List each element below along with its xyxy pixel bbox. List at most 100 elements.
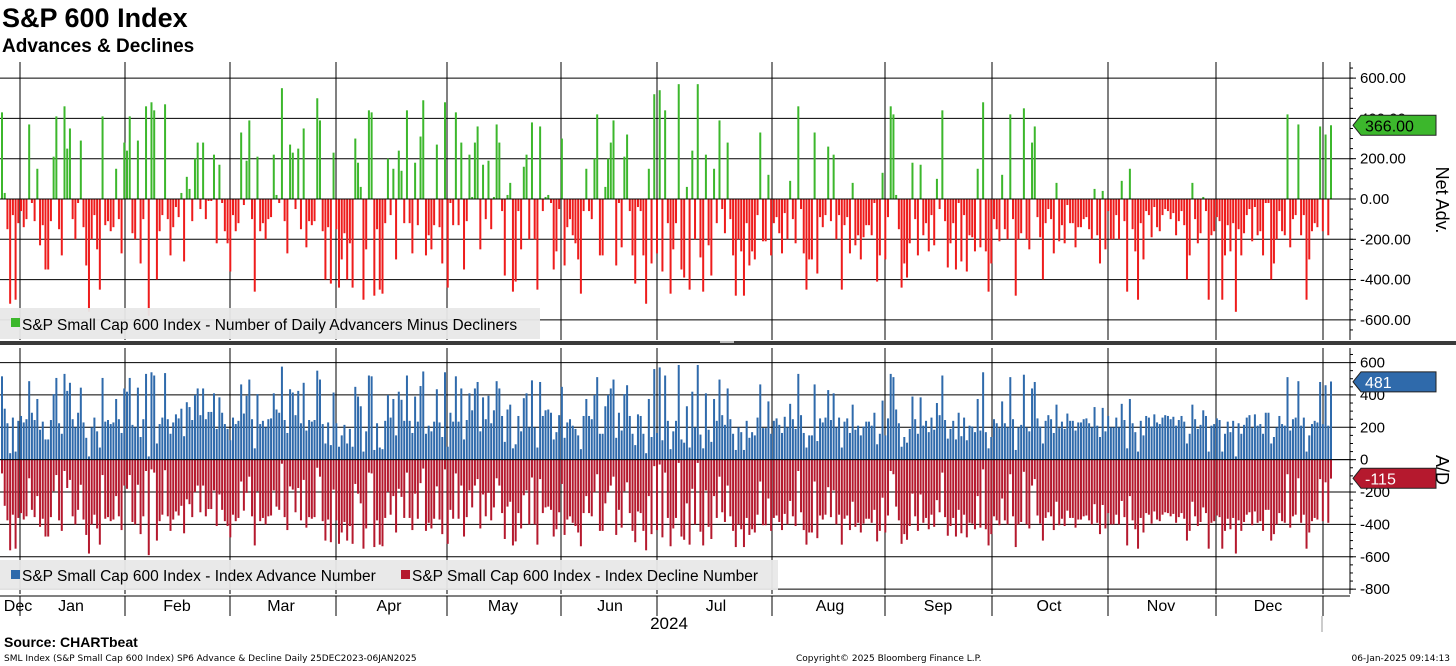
advance-bar (694, 427, 697, 460)
legend-swatch-advance (11, 570, 20, 579)
decline-bar (650, 459, 653, 535)
decline-bar (1321, 459, 1324, 522)
net-adv-bar-positive (677, 84, 680, 199)
advance-bar (647, 398, 650, 460)
net-adv-bar-negative (44, 198, 47, 270)
decline-bar (1128, 459, 1131, 497)
net-adv-bar-negative (1237, 198, 1240, 230)
decline-bar (848, 459, 851, 531)
decline-bar (1302, 459, 1305, 515)
net-adv-bar-negative (569, 198, 572, 220)
decline-bar (452, 459, 455, 519)
decline-bar (1297, 459, 1300, 479)
decline-bar (721, 459, 724, 513)
net-adv-bar-positive (1191, 182, 1194, 199)
net-adv-bar-positive (895, 194, 898, 199)
net-adv-bar-positive (604, 186, 607, 199)
decline-bar (454, 459, 457, 474)
advance-bar (242, 413, 245, 460)
net-adv-bar-negative (1039, 198, 1042, 238)
advance-bar (791, 419, 794, 460)
decline-bar (685, 459, 688, 504)
advance-bar (636, 414, 639, 460)
advance-bar (6, 423, 9, 460)
decline-bar (669, 459, 672, 547)
net-adv-bar-positive (658, 90, 661, 199)
advance-bar (734, 449, 737, 460)
advance-bar (653, 369, 656, 460)
decline-bar (1289, 459, 1292, 528)
net-adv-bar-negative (566, 198, 569, 228)
net-adv-bar-negative (58, 198, 61, 230)
advance-bar (1297, 381, 1300, 460)
advance-bar (115, 398, 118, 460)
net-adv-bar-negative (1020, 198, 1023, 234)
advance-bar (468, 393, 471, 460)
decline-bar (473, 459, 476, 486)
decline-bar (753, 459, 756, 533)
panel-resize-handle[interactable] (720, 341, 734, 343)
advance-bar (973, 432, 976, 460)
decline-bar (634, 459, 637, 543)
advance-bar (729, 419, 732, 460)
net-adv-bar-negative (503, 198, 506, 276)
decline-bar (1033, 459, 1036, 480)
net-adv-bar-positive (150, 102, 153, 199)
decline-bar (1234, 459, 1237, 554)
net-adv-bar-negative (343, 198, 346, 234)
net-adv-bar-negative (85, 198, 88, 266)
decline-bar (498, 459, 501, 486)
decline-bar (177, 459, 180, 516)
advance-bar (1245, 417, 1248, 460)
advance-bar (1085, 418, 1088, 460)
advance-bar (1031, 388, 1034, 460)
net-adv-bar-negative (808, 198, 811, 260)
decline-bar (58, 459, 61, 521)
advance-bar (876, 444, 879, 460)
net-adv-bar-negative (313, 198, 316, 222)
net-adv-bar-negative (199, 198, 202, 210)
advance-bar (36, 398, 39, 460)
advance-bar (25, 419, 28, 460)
decline-bar (821, 459, 824, 520)
advance-bar (552, 439, 555, 460)
advance-bar (400, 399, 403, 460)
advance-bar (381, 449, 384, 460)
net-adv-bar-negative (1156, 198, 1159, 228)
net-adv-bar-negative (1166, 198, 1169, 212)
advance-bar (1262, 433, 1265, 460)
net-adv-bar-positive (691, 150, 694, 199)
decline-bar (490, 459, 493, 521)
decline-bar (395, 459, 398, 533)
decline-bar (1177, 459, 1180, 518)
net-adv-bar-positive (1202, 196, 1205, 199)
advance-bar (1188, 433, 1191, 460)
decline-bar (704, 459, 707, 491)
net-adv-bar-negative (90, 198, 93, 240)
decline-bar (783, 459, 786, 514)
decline-bar (511, 459, 514, 546)
decline-bar (316, 459, 319, 468)
advance-bar (79, 387, 82, 460)
decline-bar (430, 459, 433, 529)
net-adv-bar-negative (172, 198, 175, 228)
advance-bar (87, 456, 90, 460)
advance-bar (378, 447, 381, 460)
advance-bar (131, 424, 134, 460)
advance-bar (732, 433, 735, 460)
net-adv-bar-positive (889, 106, 892, 199)
decline-bar (1074, 459, 1077, 528)
advance-bar (775, 418, 778, 460)
footer-timestamp: 06-Jan-2025 09:14:13 (1351, 654, 1450, 664)
net-adv-bar-positive (1033, 126, 1036, 199)
advance-bar (1308, 435, 1311, 460)
net-adv-bar-negative (745, 198, 748, 224)
net-adv-bar-positive (212, 154, 215, 199)
advance-bar (1289, 430, 1292, 460)
advance-bar (628, 415, 631, 460)
decline-bar (756, 459, 759, 515)
decline-bar (800, 459, 803, 513)
advance-bar (1123, 420, 1126, 460)
advance-bar (403, 420, 406, 460)
net-adv-bar-negative (340, 198, 343, 260)
